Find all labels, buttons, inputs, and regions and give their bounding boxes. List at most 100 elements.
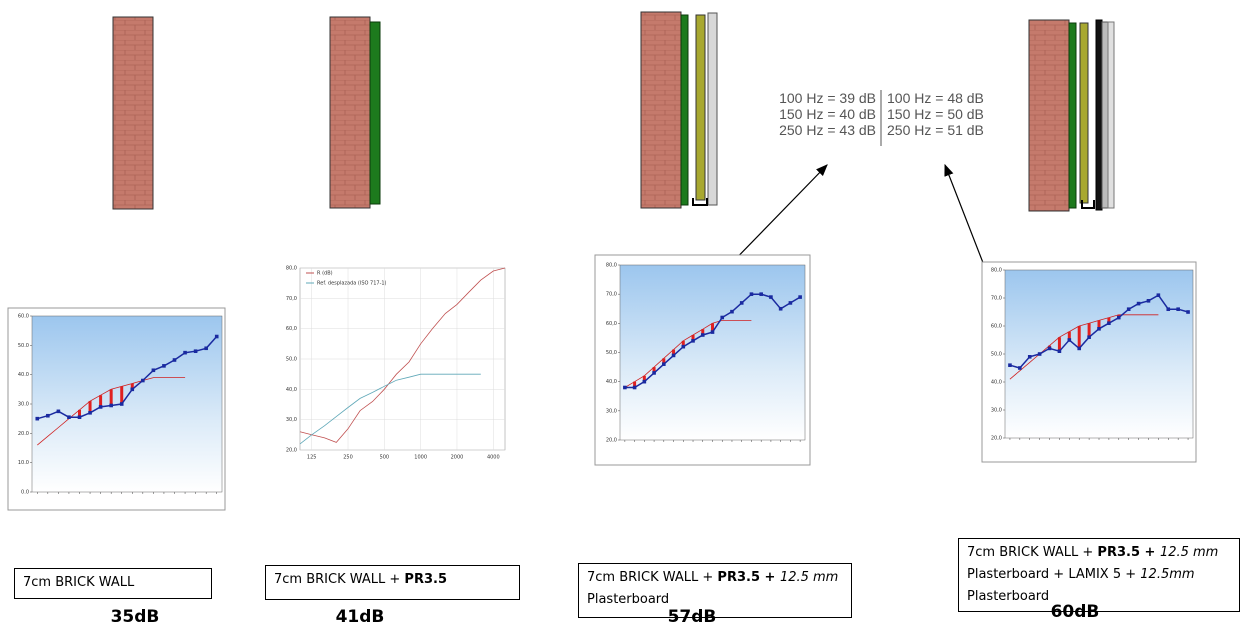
y-tick-label: 80,0 — [286, 266, 297, 272]
data-point — [1008, 363, 1012, 367]
annotation-line: 250 Hz = 43 dB — [779, 122, 876, 138]
y-tick-label: 40,0 — [606, 379, 617, 385]
x-tick-label: 4000 — [487, 455, 500, 461]
y-tick-label: 40,0 — [286, 387, 297, 393]
data-point — [183, 350, 187, 355]
y-tick-label: 60,0 — [286, 326, 297, 332]
data-point — [1047, 346, 1052, 351]
x-tick-label: 500 — [380, 455, 390, 461]
y-tick-label: 50,0 — [606, 350, 617, 356]
y-tick-label: 40.0 — [18, 372, 29, 378]
data-point — [172, 358, 177, 362]
data-point — [720, 315, 725, 320]
y-tick-label: 80,0 — [991, 268, 1002, 274]
annotation-line: 150 Hz = 40 dB — [779, 106, 876, 122]
y-tick-label: 10.0 — [18, 460, 29, 466]
data-point — [652, 371, 656, 375]
data-point — [739, 301, 744, 305]
caption-run: PR3.5 + — [717, 570, 780, 585]
rating: 57dB — [667, 607, 717, 627]
data-point — [1057, 349, 1062, 353]
y-tick-label: 20,0 — [606, 438, 617, 444]
data-point — [46, 413, 50, 418]
y-tick-label: 60,0 — [606, 321, 617, 327]
data-point — [1126, 307, 1131, 311]
caption: 7cm BRICK WALL + PR3.5 + 12.5 mm Plaster… — [958, 538, 1240, 612]
data-point — [623, 385, 627, 390]
data-point — [759, 292, 763, 296]
data-point — [700, 333, 705, 337]
data-point — [769, 295, 773, 299]
rating: 41dB — [335, 607, 385, 627]
annotation-right: 100 Hz = 48 dB 150 Hz = 50 dB 250 Hz = 51 … — [887, 90, 1017, 138]
caption-run: Plasterboard — [967, 589, 1050, 604]
wall-4 — [1028, 19, 1115, 212]
y-tick-label: 60,0 — [991, 324, 1002, 330]
caption: 7cm BRICK WALL + PR3.5 — [265, 565, 520, 600]
data-point — [204, 346, 208, 351]
rating: 35dB — [110, 607, 160, 627]
data-point — [710, 330, 715, 334]
x-tick-label: 250 — [343, 455, 353, 461]
annotation-line: 150 Hz = 50 dB — [887, 106, 984, 122]
data-point — [681, 344, 686, 349]
data-point — [67, 415, 71, 419]
y-tick-label: 30.0 — [18, 402, 29, 408]
y-tick-label: 50,0 — [286, 357, 297, 363]
y-tick-label: 20.0 — [18, 431, 29, 437]
caption-run: 12.5 mm — [1159, 545, 1219, 560]
y-tick-label: 30,0 — [606, 408, 617, 414]
data-point — [632, 385, 637, 390]
data-point — [788, 301, 793, 305]
series-line — [299, 373, 481, 445]
y-tick-label: 40,0 — [991, 380, 1002, 386]
y-tick-label: 80,0 — [606, 263, 617, 269]
data-point — [130, 387, 135, 392]
wall-1 — [112, 16, 154, 210]
data-point — [88, 411, 92, 415]
series-line — [1009, 314, 1159, 380]
x-tick-label: 1000 — [414, 455, 427, 461]
annotation-line: 100 Hz = 39 dB — [779, 90, 876, 106]
y-tick-label: 0.0 — [21, 490, 29, 496]
plot-area — [619, 264, 806, 441]
caption-run: Plasterboard + LAMIX 5 + — [967, 567, 1141, 582]
caption-run: 7cm BRICK WALL + — [274, 572, 405, 587]
rating: 60dB — [1050, 602, 1100, 622]
data-point — [1186, 310, 1190, 314]
wall-2 — [329, 16, 381, 209]
plot-area — [1004, 269, 1194, 439]
data-point — [193, 349, 198, 353]
data-point — [98, 405, 103, 409]
data-point — [151, 368, 156, 373]
y-tick-label: 50.0 — [18, 343, 29, 349]
data-point — [730, 309, 734, 314]
y-tick-label: 20,0 — [286, 448, 297, 454]
data-point — [1166, 307, 1171, 311]
data-point — [671, 353, 676, 358]
series-line — [624, 320, 752, 388]
caption-run: Plasterboard — [587, 592, 670, 607]
y-tick-label: 70,0 — [991, 296, 1002, 302]
data-point — [162, 364, 166, 368]
wall-3 — [640, 11, 718, 209]
legend-label: R (dB) — [317, 271, 333, 277]
data-point — [1018, 366, 1022, 370]
y-tick-label: 30,0 — [286, 417, 297, 423]
data-point — [1156, 293, 1161, 297]
data-point — [1077, 346, 1082, 351]
caption: 7cm BRICK WALL + PR3.5 + 12.5 mm Plaster… — [578, 563, 852, 618]
data-point — [1037, 352, 1042, 356]
caption: 7cm BRICK WALL — [14, 568, 212, 599]
y-tick-label: 70,0 — [606, 292, 617, 298]
data-point — [56, 409, 61, 414]
caption-run: PR3.5 + — [1097, 545, 1160, 560]
annotation-line: 100 Hz = 48 dB — [887, 90, 984, 106]
y-tick-label: 60.0 — [18, 314, 29, 320]
x-tick-label: 125 — [307, 455, 317, 461]
caption-run: 7cm BRICK WALL + — [967, 545, 1098, 560]
y-tick-label: 30,0 — [991, 408, 1002, 414]
data-point — [1146, 299, 1151, 303]
